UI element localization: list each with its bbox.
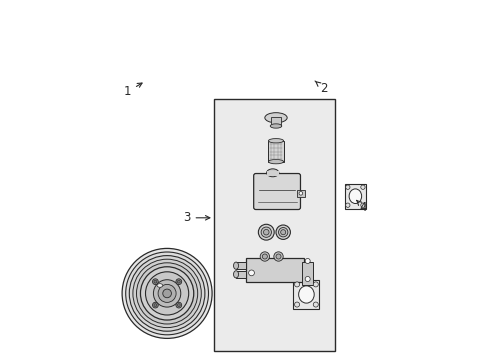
Circle shape [360,185,365,189]
Circle shape [313,302,318,307]
Circle shape [152,302,158,308]
Bar [266,171,279,176]
Circle shape [275,225,290,239]
Circle shape [176,279,182,284]
Bar [236,271,245,278]
Circle shape [262,254,267,259]
Ellipse shape [298,286,314,303]
Text: 1: 1 [123,83,142,98]
Ellipse shape [266,169,278,177]
Circle shape [345,203,349,207]
Circle shape [345,185,349,189]
Bar [301,262,313,285]
Ellipse shape [348,189,361,203]
Circle shape [294,282,299,287]
Circle shape [145,272,188,315]
Ellipse shape [299,192,302,195]
Circle shape [122,248,212,338]
Circle shape [133,259,201,328]
Circle shape [248,270,254,276]
Circle shape [125,252,208,335]
Circle shape [136,263,197,324]
Circle shape [163,289,171,298]
Bar [296,190,304,197]
Ellipse shape [264,113,286,123]
Circle shape [313,282,318,287]
Bar [268,141,283,162]
Bar [245,258,303,282]
Circle shape [260,252,269,261]
Circle shape [154,304,157,307]
Circle shape [153,280,181,307]
Ellipse shape [233,262,238,269]
Ellipse shape [268,139,283,143]
Circle shape [360,203,365,207]
Text: 2: 2 [314,81,327,95]
Circle shape [158,284,176,302]
Circle shape [294,302,299,307]
Bar [344,184,366,209]
Circle shape [275,254,281,259]
Circle shape [152,279,158,284]
Circle shape [177,304,180,307]
FancyBboxPatch shape [253,174,300,210]
Bar [236,262,245,269]
Bar [293,280,319,309]
Circle shape [177,280,180,283]
Ellipse shape [157,284,163,287]
Circle shape [305,258,309,264]
Circle shape [258,224,274,240]
Circle shape [305,276,309,282]
Circle shape [176,302,182,308]
Text: 4: 4 [356,201,366,213]
Circle shape [154,280,157,283]
Circle shape [140,267,193,320]
Circle shape [263,229,268,235]
Ellipse shape [270,124,281,128]
Bar [270,117,281,126]
Circle shape [280,230,285,235]
Ellipse shape [233,271,238,278]
Ellipse shape [268,159,283,164]
Circle shape [261,227,271,237]
Bar [213,99,334,351]
Text: 3: 3 [183,211,209,224]
Circle shape [129,256,204,331]
Circle shape [278,228,287,237]
Circle shape [273,252,283,261]
